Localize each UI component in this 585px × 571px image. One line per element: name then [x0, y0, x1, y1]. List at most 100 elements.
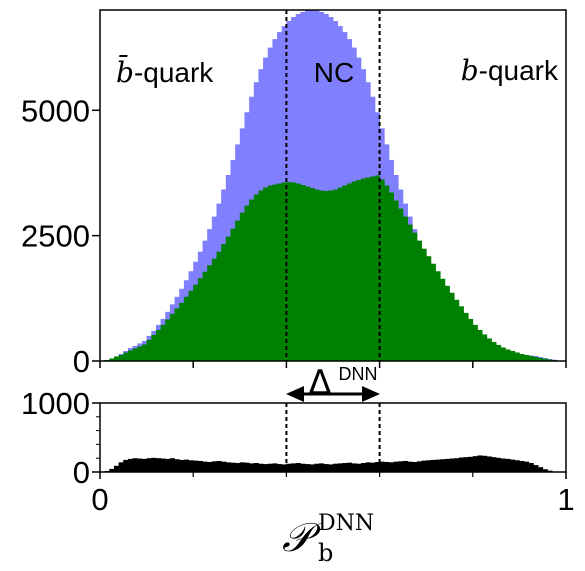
ratio-bar [533, 465, 539, 472]
ratio-bar [113, 465, 120, 472]
x-axis-subscript: b [318, 539, 333, 567]
partial-bar [263, 187, 269, 361]
ratio-bar [197, 460, 203, 472]
partial-series-bars [100, 175, 567, 361]
ratio-bar [165, 458, 171, 472]
partial-bar [472, 324, 478, 361]
partial-bar [533, 356, 539, 361]
delta-annotation: Δ DNN [286, 363, 380, 403]
ratio-bar [314, 463, 320, 472]
partial-bar [402, 216, 408, 361]
partial-bar [253, 194, 259, 361]
partial-bar [374, 175, 380, 361]
total-bar [305, 10, 311, 361]
partial-bar [319, 190, 325, 361]
ratio-bar [244, 462, 250, 472]
ratio-bar [305, 464, 311, 472]
ratio-bar [356, 463, 362, 472]
ratio-bar [468, 456, 474, 472]
ratio-bar [211, 461, 217, 472]
ratio-bar [342, 463, 348, 472]
partial-bar [160, 324, 166, 361]
partial-bar [468, 318, 474, 361]
ratio-bar [123, 459, 129, 472]
partial-bar [230, 228, 236, 361]
ratio-bar [463, 457, 469, 472]
partial-bar [463, 312, 469, 361]
ratio-bar [169, 458, 175, 472]
partial-bar [141, 344, 147, 361]
ratio-bar [183, 459, 189, 472]
ratio-bar [267, 463, 273, 472]
ratio-bar [421, 460, 427, 472]
ratio-bar [388, 462, 394, 472]
partial-bar [221, 244, 227, 361]
partial-bar [123, 352, 129, 361]
ratio-bar [486, 456, 492, 472]
ratio-bar [291, 463, 297, 472]
ratio-bar [440, 459, 446, 472]
partial-bar [225, 236, 231, 361]
ratio-bar [137, 458, 143, 472]
partial-bar [328, 190, 334, 361]
partial-bar [519, 353, 525, 361]
ratio-bar [132, 458, 138, 472]
main-x-ticks [99, 361, 567, 368]
total-bar [328, 17, 334, 362]
partial-bar [286, 181, 292, 361]
partial-bar [272, 184, 278, 361]
ratio-bar [398, 461, 404, 472]
ratio-bar [155, 458, 161, 472]
ratio-bar [542, 469, 548, 472]
ratio-bar [407, 461, 413, 472]
partial-bar [118, 354, 124, 361]
partial-bar [174, 308, 180, 361]
ratio-bar [300, 463, 306, 472]
partial-bar [151, 334, 157, 361]
partial-bar [421, 248, 427, 361]
partial-bar [323, 191, 329, 361]
partial-bar [440, 278, 446, 361]
partial-bar [398, 208, 404, 361]
ratio-bar [174, 459, 180, 472]
partial-bar [356, 179, 362, 361]
partial-bar [300, 184, 306, 361]
ratio-bar [151, 457, 157, 472]
ratio-bar [538, 467, 544, 472]
partial-bar [295, 183, 301, 361]
ratio-bar [472, 456, 478, 472]
ratio-bar [510, 459, 516, 472]
x-axis-title: 𝒫 b DNN [282, 511, 374, 567]
ratio-bar [127, 458, 134, 472]
ratio-region-dividers [285, 403, 381, 472]
partial-bar [528, 355, 534, 361]
partial-bar [547, 359, 553, 361]
ratio-bar [444, 458, 450, 472]
partial-bar [542, 358, 548, 361]
ratio-bar [309, 464, 315, 472]
ratio-bar [449, 458, 455, 472]
ratio-bar [230, 462, 236, 472]
ratio-bar [370, 462, 376, 472]
partial-bar [426, 256, 432, 361]
ratio-bar [491, 457, 497, 472]
partial-bar [449, 292, 455, 361]
ratio-bar [482, 455, 488, 472]
main-y-tick-label: 5000 [21, 93, 90, 128]
partial-bar [454, 299, 460, 361]
ratio-bar [435, 459, 441, 472]
partial-bar [314, 189, 320, 361]
ratio-bar [258, 463, 264, 472]
ratio-bar [277, 464, 283, 472]
ratio-bar [216, 460, 222, 472]
ratio-bar [281, 464, 287, 472]
partial-bar [351, 181, 357, 361]
annotation-b-quark: b-quark [461, 54, 559, 87]
total-bar [309, 10, 315, 361]
partial-bar [333, 189, 339, 361]
partial-bar [127, 350, 134, 361]
ratio-bar [323, 464, 329, 472]
partial-bar [207, 265, 213, 361]
